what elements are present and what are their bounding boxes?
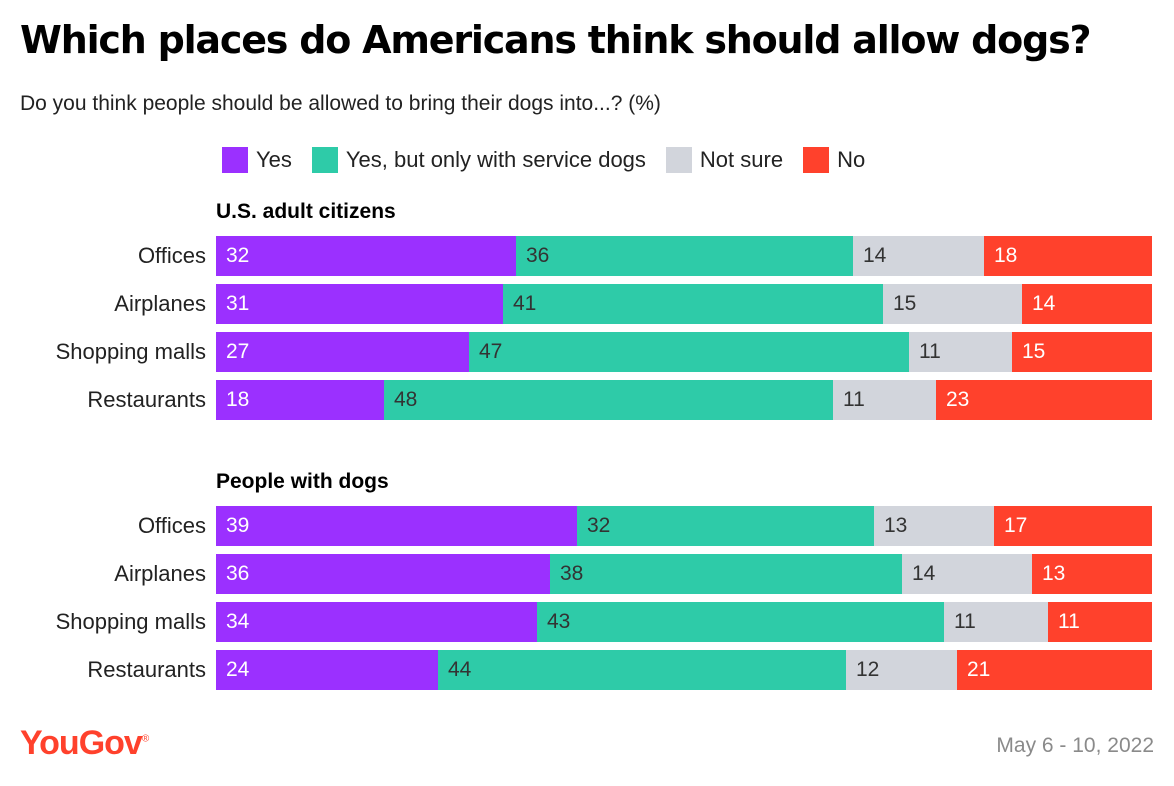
category-label: Offices: [137, 513, 206, 538]
group-title: U.S. adult citizens: [216, 200, 396, 223]
survey-date: May 6 - 10, 2022: [996, 734, 1154, 757]
legend-item-no: No: [803, 147, 865, 173]
bar-segment-not_sure: 14: [902, 554, 1032, 594]
legend: Yes Yes, but only with service dogs Not su…: [222, 146, 885, 174]
legend-label-not_sure: Not sure: [699, 147, 784, 172]
stacked-bar: 32 36 14 18: [216, 236, 1152, 276]
bar-row: Shopping malls 27 47 11 15: [0, 332, 1174, 372]
bar-segment-service: 44: [438, 650, 846, 690]
stacked-bar: 31 41 15 14: [216, 284, 1152, 324]
stacked-bar: 39 32 13 17: [216, 506, 1152, 546]
bar-segment-not_sure: 11: [833, 380, 936, 420]
category-label: Airplanes: [114, 561, 206, 586]
bar-segment-service: 41: [503, 284, 883, 324]
bar-segment-yes: 24: [216, 650, 438, 690]
stacked-bar: 24 44 12 21: [216, 650, 1152, 690]
stacked-bar: 36 38 14 13: [216, 554, 1152, 594]
bar-segment-yes: 31: [216, 284, 503, 324]
category-label: Airplanes: [114, 291, 206, 316]
bar-segment-no: 21: [957, 650, 1152, 690]
bar-row: Restaurants 18 48 11 23: [0, 380, 1174, 420]
bar-segment-no: 13: [1032, 554, 1152, 594]
logo-text: YouGov: [20, 724, 143, 762]
bar-segment-yes: 34: [216, 602, 537, 642]
legend-item-yes: Yes: [222, 147, 292, 173]
legend-label-no: No: [837, 147, 866, 172]
bar-row: Offices 32 36 14 18: [0, 236, 1174, 276]
bar-segment-no: 23: [936, 380, 1152, 420]
chart-subtitle: Do you think people should be allowed to…: [20, 92, 661, 115]
legend-item-service: Yes, but only with service dogs: [311, 147, 646, 173]
category-label: Shopping malls: [55, 339, 206, 364]
category-label: Restaurants: [87, 387, 206, 412]
bar-segment-service: 38: [550, 554, 902, 594]
bar-segment-not_sure: 12: [846, 650, 957, 690]
legend-swatch-yes: [222, 147, 248, 173]
category-label: Shopping malls: [55, 609, 206, 634]
bar-segment-no: 14: [1022, 284, 1152, 324]
bar-segment-service: 48: [384, 380, 833, 420]
stacked-bar: 27 47 11 15: [216, 332, 1152, 372]
bar-segment-service: 32: [577, 506, 874, 546]
bar-segment-service: 43: [537, 602, 944, 642]
bar-segment-not_sure: 15: [883, 284, 1022, 324]
stacked-bar: 18 48 11 23: [216, 380, 1152, 420]
bar-segment-yes: 32: [216, 236, 516, 276]
stacked-bar: 34 43 11 11: [216, 602, 1152, 642]
category-label: Offices: [137, 243, 206, 268]
bar-segment-yes: 18: [216, 380, 384, 420]
bar-segment-not_sure: 13: [874, 506, 994, 546]
bar-row: Offices 39 32 13 17: [0, 506, 1174, 546]
bar-row: Restaurants 24 44 12 21: [0, 650, 1174, 690]
bar-segment-no: 15: [1012, 332, 1152, 372]
bar-segment-yes: 36: [216, 554, 550, 594]
legend-item-not_sure: Not sure: [665, 147, 784, 173]
bar-segment-service: 47: [469, 332, 909, 372]
bar-segment-no: 17: [994, 506, 1152, 546]
legend-swatch-no: [803, 147, 830, 173]
bar-segment-not_sure: 11: [909, 332, 1012, 372]
bar-row: Airplanes 36 38 14 13: [0, 554, 1174, 594]
bar-segment-not_sure: 14: [853, 236, 984, 276]
category-label: Restaurants: [87, 657, 206, 682]
bar-segment-yes: 39: [216, 506, 577, 546]
bar-row: Airplanes 31 41 15 14: [0, 284, 1174, 324]
logo-registered-mark: ®: [141, 733, 150, 745]
bar-segment-yes: 27: [216, 332, 469, 372]
bar-segment-not_sure: 11: [944, 602, 1048, 642]
bar-segment-no: 18: [984, 236, 1152, 276]
yougov-logo: YouGov®: [20, 724, 149, 763]
bar-segment-service: 36: [516, 236, 853, 276]
legend-label-service: Yes, but only with service dogs: [345, 147, 646, 172]
chart-title: Which places do Americans think should a…: [20, 18, 1092, 62]
bar-row: Shopping malls 34 43 11 11: [0, 602, 1174, 642]
legend-label-yes: Yes: [256, 147, 292, 172]
legend-swatch-not_sure: [665, 147, 692, 173]
group-title: People with dogs: [216, 470, 389, 493]
legend-swatch-service: [311, 147, 338, 173]
bar-segment-no: 11: [1048, 602, 1152, 642]
